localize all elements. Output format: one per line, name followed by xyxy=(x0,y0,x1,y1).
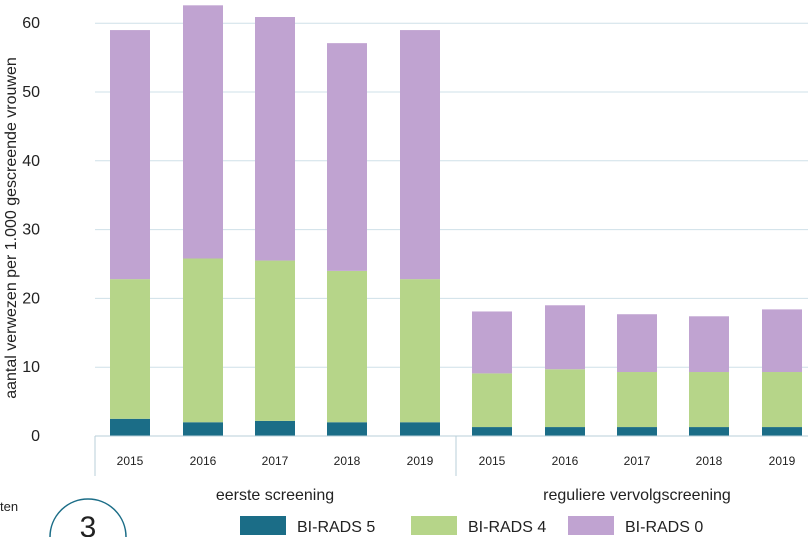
bar-bi-rads-0-6 xyxy=(472,311,512,374)
legend-swatch xyxy=(240,516,286,535)
bar-bi-rads-0-7 xyxy=(545,305,585,370)
bar-bi-rads-5-10 xyxy=(762,427,802,436)
x-tick-label: 2015 xyxy=(117,454,144,468)
bar-bi-rads-4-4 xyxy=(327,270,367,423)
bar-bi-rads-4-6 xyxy=(472,373,512,428)
y-tick-label: 10 xyxy=(22,359,40,376)
y-tick-label: 0 xyxy=(31,428,40,445)
bar-bi-rads-5-4 xyxy=(327,422,367,436)
y-tick-label: 40 xyxy=(22,153,40,170)
bar-bi-rads-0-4 xyxy=(327,43,367,271)
bar-bi-rads-0-8 xyxy=(617,314,657,373)
bar-bi-rads-0-3 xyxy=(255,17,295,261)
x-tick-label: 2018 xyxy=(334,454,361,468)
bar-bi-rads-4-5 xyxy=(400,279,440,423)
labels: 0 10 20 30 40 50 60 2015 2016 2017 2018 2019 2015 201… xyxy=(3,15,796,504)
x-tick-label: 2019 xyxy=(769,454,796,468)
bar-bi-rads-5-7 xyxy=(545,427,585,436)
bar-bi-rads-4-9 xyxy=(689,372,729,428)
badge-number: 3 xyxy=(80,511,97,537)
bar-bi-rads-4-3 xyxy=(255,260,295,421)
x-tick-label: 2017 xyxy=(262,454,289,468)
legend-label: BI-RADS 0 xyxy=(625,519,703,536)
bars xyxy=(110,5,802,436)
y-tick-label: 20 xyxy=(22,290,40,307)
badge-circle xyxy=(49,498,127,537)
bar-bi-rads-0-10 xyxy=(762,309,802,373)
bar-bi-rads-5-2 xyxy=(183,422,223,436)
bar-bi-rads-4-2 xyxy=(183,258,223,423)
bar-bi-rads-4-10 xyxy=(762,372,802,428)
bar-bi-rads-4-8 xyxy=(617,372,657,428)
x-tick-label: 2018 xyxy=(696,454,723,468)
y-axis-title: aantal verwezen per 1.000 gescreende vro… xyxy=(3,57,20,399)
x-tick-label: 2019 xyxy=(407,454,434,468)
legend-label: BI-RADS 4 xyxy=(468,519,546,536)
x-tick-label: 2017 xyxy=(624,454,651,468)
x-tick-label: 2016 xyxy=(190,454,217,468)
x-tick-label: 2016 xyxy=(552,454,579,468)
bar-bi-rads-0-2 xyxy=(183,5,223,259)
bar-bi-rads-0-9 xyxy=(689,316,729,373)
group-label: eerste screening xyxy=(216,487,334,504)
bar-bi-rads-5-8 xyxy=(617,427,657,436)
bar-bi-rads-5-5 xyxy=(400,422,440,436)
y-tick-label: 30 xyxy=(22,222,40,239)
badge: 3 xyxy=(49,498,127,537)
cut-off-text: ten xyxy=(0,499,18,514)
bar-bi-rads-5-6 xyxy=(472,427,512,436)
bar-bi-rads-5-1 xyxy=(110,418,150,436)
bar-bi-rads-0-1 xyxy=(110,30,150,280)
y-tick-label: 60 xyxy=(22,15,40,32)
bar-bi-rads-0-5 xyxy=(400,30,440,280)
legend-swatch xyxy=(568,516,614,535)
bar-bi-rads-5-3 xyxy=(255,420,295,436)
bar-bi-rads-4-1 xyxy=(110,279,150,419)
legend-label: BI-RADS 5 xyxy=(297,519,375,536)
y-tick-label: 50 xyxy=(22,84,40,101)
group-label: reguliere vervolgscreening xyxy=(543,487,731,504)
bar-bi-rads-4-7 xyxy=(545,369,585,428)
bar-bi-rads-5-9 xyxy=(689,427,729,436)
legend-swatch xyxy=(411,516,457,535)
x-tick-label: 2015 xyxy=(479,454,506,468)
axes xyxy=(94,435,808,476)
legend: BI-RADS 5 BI-RADS 4 BI-RADS 0 xyxy=(240,516,703,536)
